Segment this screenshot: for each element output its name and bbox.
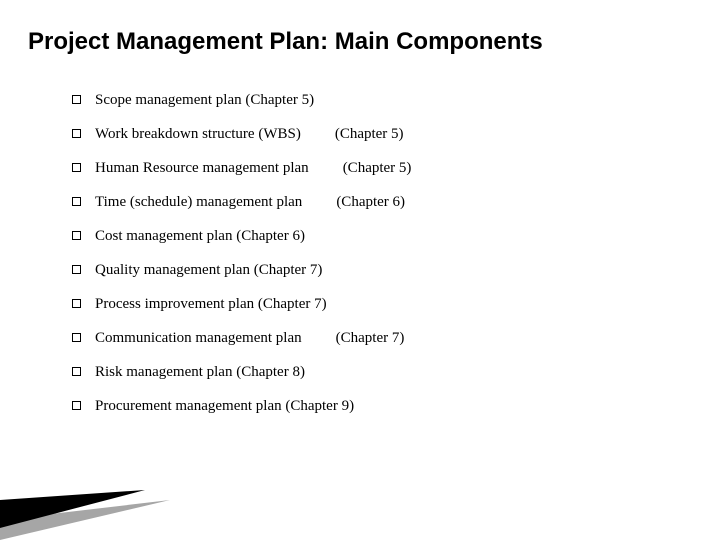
checkbox-icon [72,129,81,138]
checkbox-icon [72,367,81,376]
checkbox-icon [72,265,81,274]
checkbox-icon [72,299,81,308]
item-text: Communication management plan [95,330,302,347]
item-chapter: (Chapter 5) [335,126,404,143]
item-text: Cost management plan (Chapter 6) [95,228,305,245]
list-item: Process improvement plan (Chapter 7) [72,296,720,313]
list-item: Human Resource management plan (Chapter … [72,160,720,177]
list-item: Procurement management plan (Chapter 9) [72,398,720,415]
item-chapter: (Chapter 6) [336,194,405,211]
item-text: Procurement management plan (Chapter 9) [95,398,354,415]
item-text: Scope management plan (Chapter 5) [95,92,314,109]
decorative-wedge [0,490,200,540]
item-text: Process improvement plan (Chapter 7) [95,296,327,313]
checkbox-icon [72,401,81,410]
item-text: Quality management plan (Chapter 7) [95,262,322,279]
item-chapter: (Chapter 7) [336,330,405,347]
checkbox-icon [72,197,81,206]
list-item: Cost management plan (Chapter 6) [72,228,720,245]
item-text: Time (schedule) management plan [95,194,302,211]
checkbox-icon [72,95,81,104]
checkbox-icon [72,163,81,172]
checkbox-icon [72,231,81,240]
item-text: Risk management plan (Chapter 8) [95,364,305,381]
list-item: Communication management plan (Chapter 7… [72,330,720,347]
item-text: Work breakdown structure (WBS) [95,126,301,143]
list-item: Quality management plan (Chapter 7) [72,262,720,279]
slide-title: Project Management Plan: Main Components [0,0,720,56]
component-list: Scope management plan (Chapter 5) Work b… [0,56,720,415]
item-text: Human Resource management plan [95,160,309,177]
list-item: Risk management plan (Chapter 8) [72,364,720,381]
item-chapter: (Chapter 5) [343,160,412,177]
list-item: Work breakdown structure (WBS) (Chapter … [72,126,720,143]
checkbox-icon [72,333,81,342]
list-item: Time (schedule) management plan (Chapter… [72,194,720,211]
list-item: Scope management plan (Chapter 5) [72,92,720,109]
